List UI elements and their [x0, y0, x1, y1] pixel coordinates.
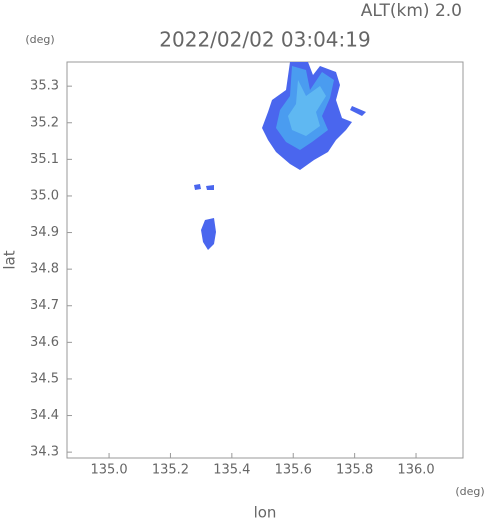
y-tick-label: 34.3: [30, 445, 59, 460]
y-tick-label: 34.5: [30, 371, 59, 386]
y-tick-label: 35.1: [30, 152, 59, 167]
x-tick-label: 135.0: [90, 463, 127, 478]
y-tick-label: 34.4: [30, 408, 59, 423]
radar-echo: [194, 62, 366, 250]
y-tick-label: 34.6: [30, 335, 59, 350]
y-tick-label: 35.0: [30, 188, 59, 203]
y-tick-label: 34.7: [30, 298, 59, 313]
x-unit: (deg): [455, 485, 484, 498]
chart-title: 2022/02/02 03:04:19: [159, 28, 370, 52]
y-tick-label: 34.9: [30, 225, 59, 240]
y-tick-label: 35.2: [30, 115, 59, 130]
y-tick-label: 35.3: [30, 79, 59, 94]
x-tick-label: 135.4: [213, 463, 250, 478]
plot-frame: [66, 61, 464, 459]
x-tick-label: 135.6: [275, 463, 312, 478]
x-tick-label: 135.2: [152, 463, 189, 478]
y-axis-label: lat: [1, 250, 19, 269]
x-tick-label: 136.0: [397, 463, 434, 478]
altitude-label: ALT(km) 2.0: [361, 1, 462, 21]
y-tick-label: 34.8: [30, 262, 59, 277]
x-tick-label: 135.8: [336, 463, 373, 478]
x-axis-label: lon: [254, 504, 277, 521]
y-unit: (deg): [25, 33, 54, 46]
